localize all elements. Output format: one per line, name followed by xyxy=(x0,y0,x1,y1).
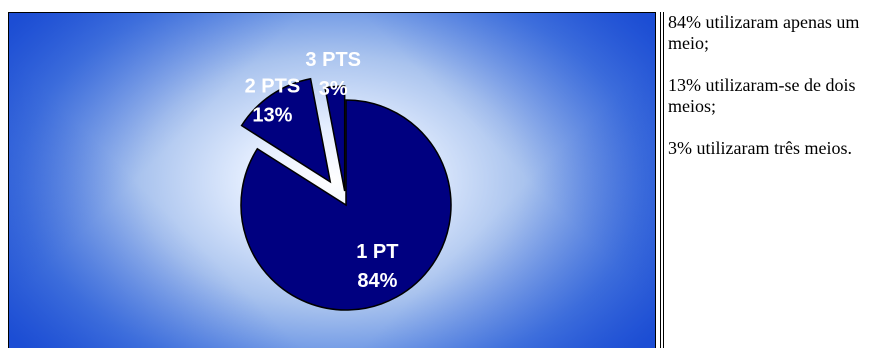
pie-slice-1 xyxy=(240,99,452,311)
chart-panel: 1 PT 84% 2 PTS 13% 3 PTS 3% xyxy=(8,12,656,348)
note-2: 13% utilizaram-se de dois meios; xyxy=(668,75,856,116)
slice-category-label: 3 PTS xyxy=(305,49,361,71)
pie-slice-2 xyxy=(240,77,332,184)
notes-panel: 84% utilizaram apenas um meio; 13% utili… xyxy=(668,12,869,348)
slice-value-label: 3% xyxy=(319,78,348,100)
slice-value-label: 13% xyxy=(252,105,292,127)
slice-value-label: 84% xyxy=(357,270,397,292)
slice-category-label: 2 PTS xyxy=(245,76,301,98)
panel-divider xyxy=(660,12,664,348)
note-3: 3% utilizaram três meios. xyxy=(668,138,852,158)
pie-chart: 1 PT 84% 2 PTS 13% 3 PTS 3% xyxy=(240,49,452,311)
note-1: 84% utilizaram apenas um meio; xyxy=(668,12,860,53)
pie-slice-3 xyxy=(324,85,346,192)
slice-category-label: 1 PT xyxy=(356,241,398,263)
